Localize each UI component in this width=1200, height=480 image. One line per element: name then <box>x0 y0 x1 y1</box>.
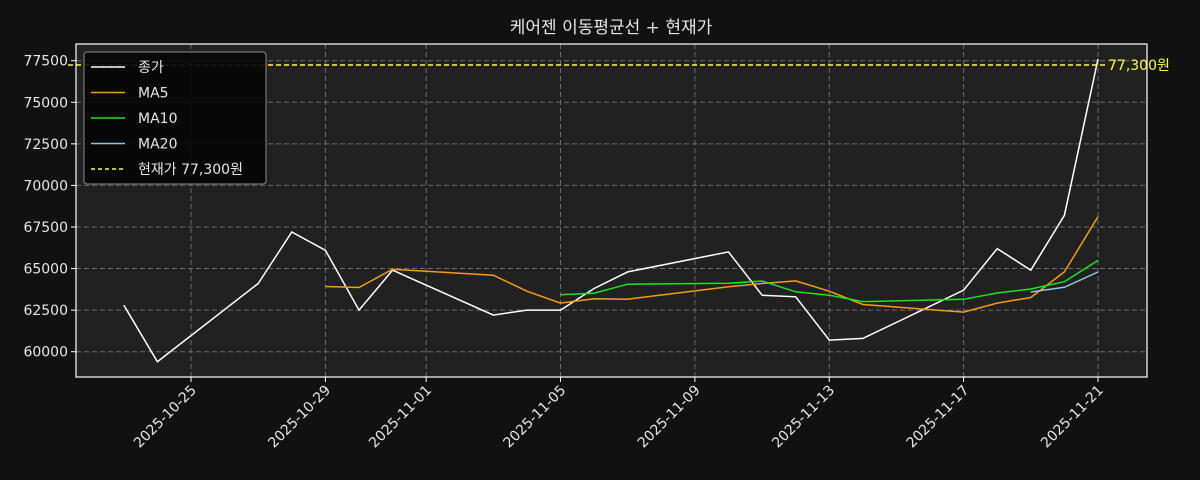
x-axis: 2025-10-25 2025-10-29 2025-11-01 2025-11-05… <box>131 377 1107 451</box>
x-tick-label: 2025-11-05 <box>500 383 569 452</box>
x-tick-label: 2025-11-09 <box>635 383 704 452</box>
series-line-ma10 <box>560 259 1099 303</box>
legend-label: MA20 <box>138 137 177 153</box>
x-tick-label: 2025-11-13 <box>769 383 838 452</box>
y-tick-label: 75000 <box>23 95 68 111</box>
y-tick-label: 62500 <box>23 303 68 319</box>
y-tick-label: 67500 <box>23 220 68 236</box>
legend-label: MA10 <box>138 111 177 127</box>
chart-title: 케어젠 이동평균선 + 현재가 <box>510 18 713 38</box>
x-tick-label: 2025-11-01 <box>366 383 435 452</box>
y-tick-label: 72500 <box>23 137 68 153</box>
x-tick-label: 2025-11-21 <box>1038 383 1107 452</box>
y-tick-label: 77500 <box>23 54 68 70</box>
y-tick-label: 65000 <box>23 262 68 278</box>
series-line-ma5 <box>325 216 1099 313</box>
current-price-annotation: 77,300원 <box>1108 58 1170 74</box>
series-line-종가 <box>123 58 1099 363</box>
x-tick-label: 2025-11-17 <box>904 383 973 452</box>
series-line-ma20 <box>1030 271 1099 293</box>
legend-label: MA5 <box>138 86 169 102</box>
legend-box <box>83 51 267 185</box>
x-tick-label: 2025-10-29 <box>265 383 334 452</box>
legend-label: 현재가 77,300원 <box>138 162 243 178</box>
y-axis: 60000 62500 65000 67500 70000 72500 75000 77500 <box>23 54 76 361</box>
legend-label: 종가 <box>138 60 164 76</box>
y-tick-label: 70000 <box>23 178 68 194</box>
x-tick-label: 2025-10-25 <box>131 383 200 452</box>
legend: 종가 MA5 MA10 MA20 현재가 77,300원 <box>83 51 267 185</box>
series-lines <box>123 58 1099 363</box>
axes-frame <box>75 43 1148 378</box>
y-tick-label: 60000 <box>23 345 68 361</box>
